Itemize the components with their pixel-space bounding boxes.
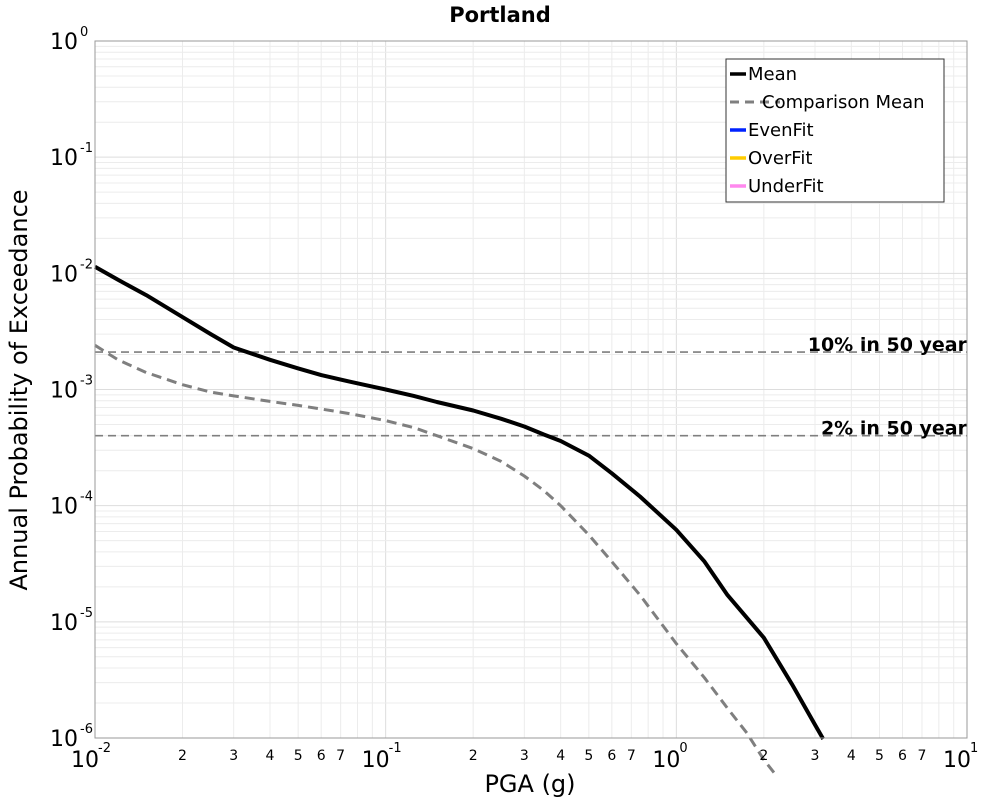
x-tick-label: 10 xyxy=(943,748,971,773)
legend: Mean Comparison Mean EvenFit OverFit UnderFi… xyxy=(725,58,945,203)
legend-box xyxy=(725,58,945,203)
x-minor-tick-label: 7 xyxy=(336,748,345,764)
x-tick-exponent: -1 xyxy=(389,741,402,756)
x-minor-tick-label: 5 xyxy=(875,748,884,764)
x-axis-ticks: 10 -2 10 -1 10 0 10 12 3 4 5 6 7 2 3 4 5 6 7 2 3 4 5 6 7 xyxy=(71,741,978,773)
y-tick-label: 10 xyxy=(50,611,78,636)
y-axis-label: Annual Probability of Exceedance xyxy=(5,189,33,590)
x-tick-exponent: 0 xyxy=(679,741,687,756)
y-tick-exponent: -6 xyxy=(80,722,93,737)
x-minor-tick-label: 3 xyxy=(229,748,238,764)
y-tick-label: 10 xyxy=(50,379,78,404)
x-axis-label: PGA (g) xyxy=(484,770,575,798)
x-tick-exponent: 1 xyxy=(970,741,978,756)
series-layer xyxy=(94,264,825,776)
legend-label: Mean xyxy=(748,64,797,85)
legend-label: OverFit xyxy=(748,148,812,169)
reference-lines: 10% in 50 year 2% in 50 year xyxy=(95,334,968,440)
x-minor-tick-label: 2 xyxy=(178,748,187,764)
x-minor-tick-label: 2 xyxy=(469,748,478,764)
grid-lines xyxy=(94,41,967,739)
x-minor-tick-label: 6 xyxy=(607,748,616,764)
y-tick-exponent: -5 xyxy=(80,606,93,621)
x-tick-exponent: -2 xyxy=(98,741,111,756)
y-tick-label: 10 xyxy=(50,30,78,55)
x-minor-tick-label: 2 xyxy=(759,748,768,764)
y-tick-exponent: -4 xyxy=(80,490,93,505)
x-minor-tick-label: 5 xyxy=(584,748,593,764)
series-line-mean xyxy=(94,264,825,741)
y-tick-exponent: -1 xyxy=(80,141,93,156)
x-tick-label: 10 xyxy=(362,748,390,773)
reference-line-label: 2% in 50 year xyxy=(821,418,968,440)
x-minor-tick-label: 4 xyxy=(556,748,565,764)
x-minor-tick-label: 3 xyxy=(520,748,529,764)
x-tick-label: 10 xyxy=(71,748,99,773)
y-tick-label: 10 xyxy=(50,146,78,171)
y-tick-label: 10 xyxy=(50,262,78,287)
x-minor-tick-label: 3 xyxy=(811,748,820,764)
chart-title: Portland xyxy=(449,3,551,27)
x-minor-tick-label: 6 xyxy=(317,748,326,764)
y-tick-exponent: 0 xyxy=(80,25,88,40)
y-tick-label: 10 xyxy=(50,727,78,752)
reference-line-label: 10% in 50 year xyxy=(808,334,968,356)
plot-frame xyxy=(94,40,968,739)
x-minor-tick-label: 5 xyxy=(294,748,303,764)
x-minor-tick-label: 6 xyxy=(898,748,907,764)
x-minor-tick-label: 7 xyxy=(918,748,927,764)
y-tick-exponent: -2 xyxy=(80,257,93,272)
legend-label: UnderFit xyxy=(748,176,824,197)
legend-label: Comparison Mean xyxy=(762,92,925,113)
x-minor-tick-label: 7 xyxy=(627,748,636,764)
x-tick-label: 10 xyxy=(652,748,680,773)
x-minor-tick-label: 4 xyxy=(847,748,856,764)
y-tick-label: 10 xyxy=(50,495,78,520)
legend-label: EvenFit xyxy=(748,120,814,141)
series-line-comparison-mean xyxy=(94,344,778,776)
y-tick-exponent: -3 xyxy=(80,374,93,389)
x-minor-tick-label: 4 xyxy=(266,748,275,764)
